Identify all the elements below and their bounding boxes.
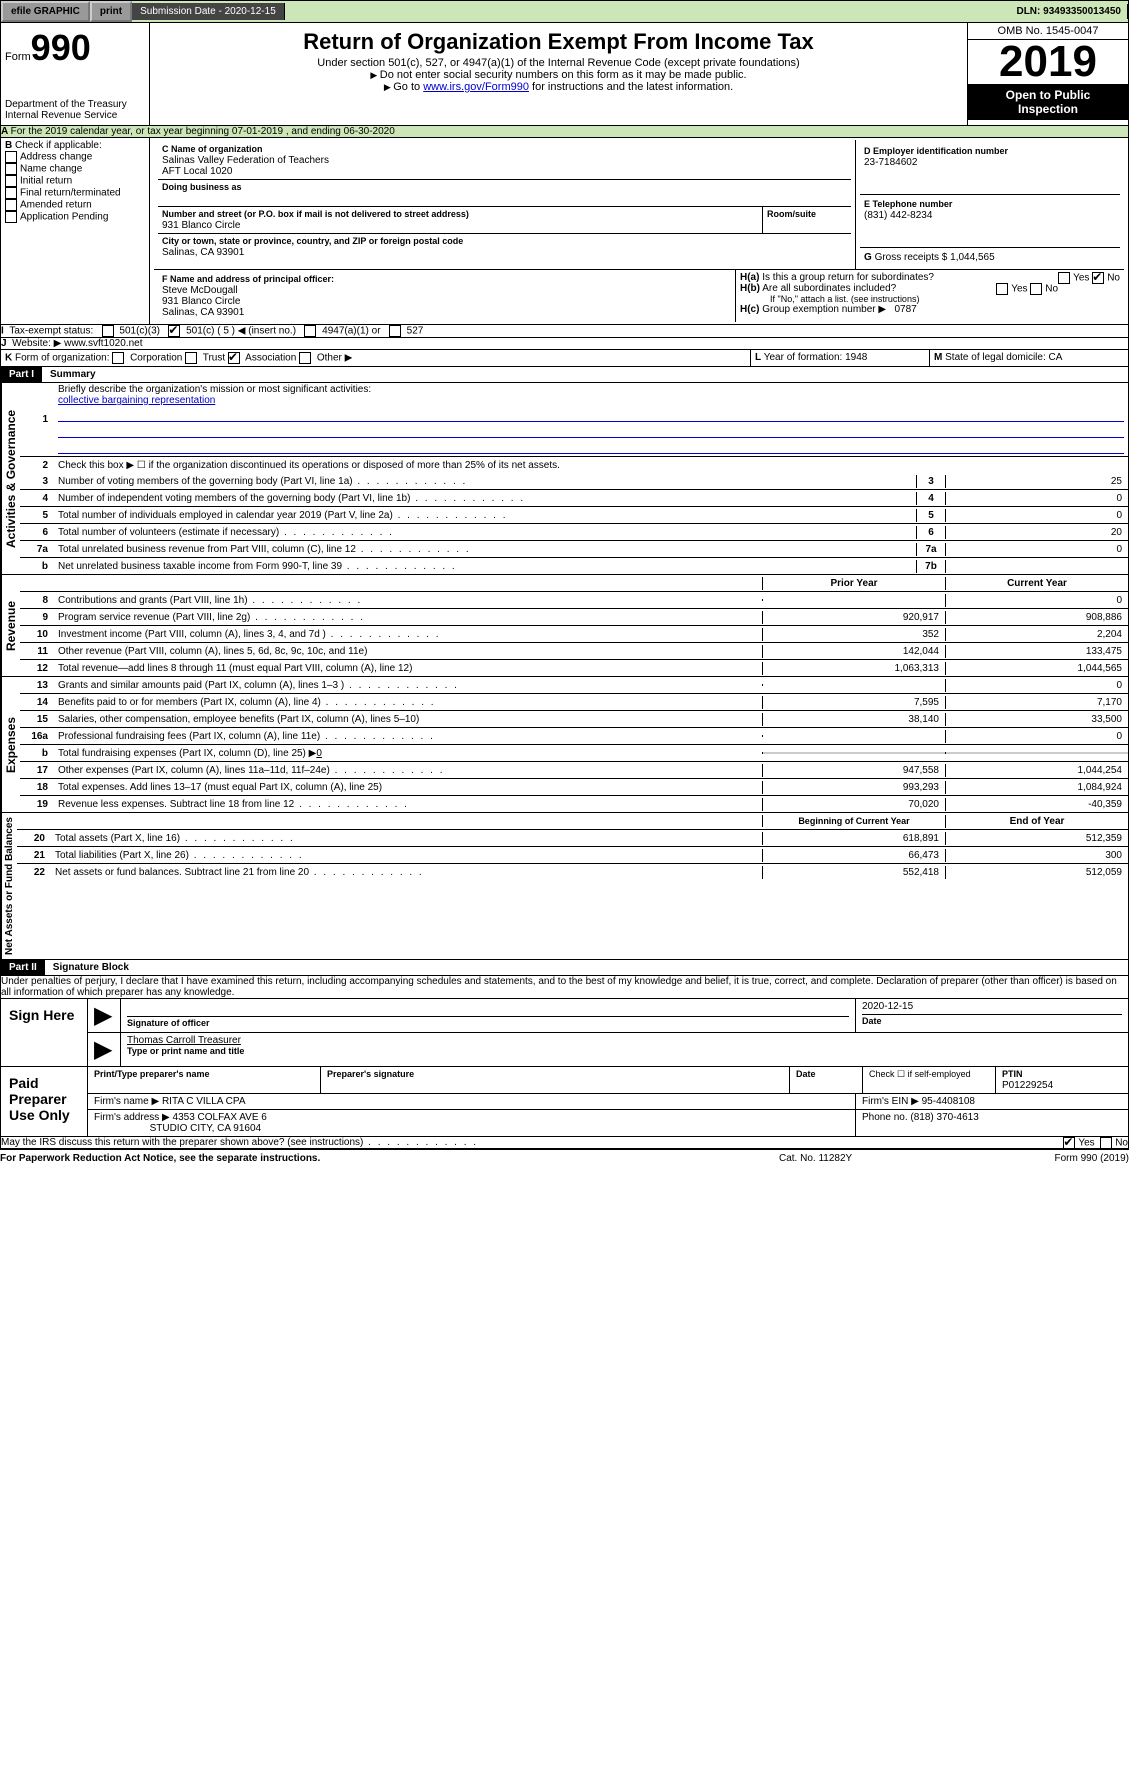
tax-year: 2019 xyxy=(968,40,1128,84)
irs-link[interactable]: www.irs.gov/Form990 xyxy=(423,81,529,93)
officer-name: Steve McDougall xyxy=(162,285,238,296)
tax-status-501c5-check xyxy=(168,325,180,337)
firm-ein: 95-4408108 xyxy=(922,1096,975,1107)
mission-text: collective bargaining representation xyxy=(58,395,215,406)
sig-date-val: 2020-12-15 xyxy=(862,1001,913,1012)
part-1-label: Part I xyxy=(1,367,42,382)
paid-preparer-block: Paid Preparer Use Only Print/Type prepar… xyxy=(0,1067,1129,1137)
phone: (831) 442-8234 xyxy=(864,210,932,221)
form-number: 990 xyxy=(31,27,91,68)
expenses-section: Expenses 13Grants and similar amounts pa… xyxy=(0,677,1129,813)
subtitle-1: Under section 501(c), 527, or 4947(a)(1)… xyxy=(154,57,963,69)
page-footer: For Paperwork Reduction Act Notice, see … xyxy=(0,1149,1129,1167)
firm-name: RITA C VILLA CPA xyxy=(162,1096,246,1107)
org-name-2: AFT Local 1020 xyxy=(162,166,232,177)
website: www.svft1020.net xyxy=(64,338,142,349)
top-bar: efile GRAPHIC print Submission Date - 20… xyxy=(0,0,1129,23)
revenue-section: Revenue Prior YearCurrent Year 8Contribu… xyxy=(0,575,1129,677)
print-button[interactable]: print xyxy=(90,1,132,22)
governance-section: Activities & Governance 1Briefly describ… xyxy=(0,383,1129,575)
irs-label: Internal Revenue Service xyxy=(5,110,145,121)
gross-receipts: 1,044,565 xyxy=(950,252,995,263)
sign-here-block: Sign Here ▶Signature of officer2020-12-1… xyxy=(0,999,1129,1067)
form-word: Form xyxy=(5,51,31,63)
part-2-label: Part II xyxy=(1,960,45,975)
period-row: A For the 2019 calendar year, or tax yea… xyxy=(0,126,1129,138)
city-state-zip: Salinas, CA 93901 xyxy=(162,247,244,258)
ptin-val: P01229254 xyxy=(1002,1080,1053,1091)
netassets-section: Net Assets or Fund Balances Beginning of… xyxy=(0,813,1129,960)
line-3-val: 25 xyxy=(946,475,1128,488)
state-domicile: CA xyxy=(1049,352,1063,363)
ein: 23-7184602 xyxy=(864,157,917,168)
perjury-text: Under penalties of perjury, I declare th… xyxy=(0,976,1129,999)
street-address: 931 Blanco Circle xyxy=(162,220,240,231)
group-exemption: 0787 xyxy=(894,304,916,315)
dept-treasury: Department of the Treasury xyxy=(5,99,145,110)
subtitle-2: Do not enter social security numbers on … xyxy=(154,69,963,81)
year-formation: 1948 xyxy=(845,352,867,363)
org-name-1: Salinas Valley Federation of Teachers xyxy=(162,155,329,166)
efile-button[interactable]: efile GRAPHIC xyxy=(1,1,90,22)
submission-date: Submission Date - 2020-12-15 xyxy=(132,3,285,20)
form-title: Return of Organization Exempt From Incom… xyxy=(154,29,963,55)
form-header: Form990 Department of the Treasury Inter… xyxy=(0,23,1129,126)
entity-block: B Check if applicable: Address change Na… xyxy=(0,138,1129,325)
firm-phone: (818) 370-4613 xyxy=(910,1112,978,1123)
officer-name-title: Thomas Carroll Treasurer xyxy=(127,1035,241,1046)
dln: DLN: 93493350013450 xyxy=(1010,4,1128,19)
